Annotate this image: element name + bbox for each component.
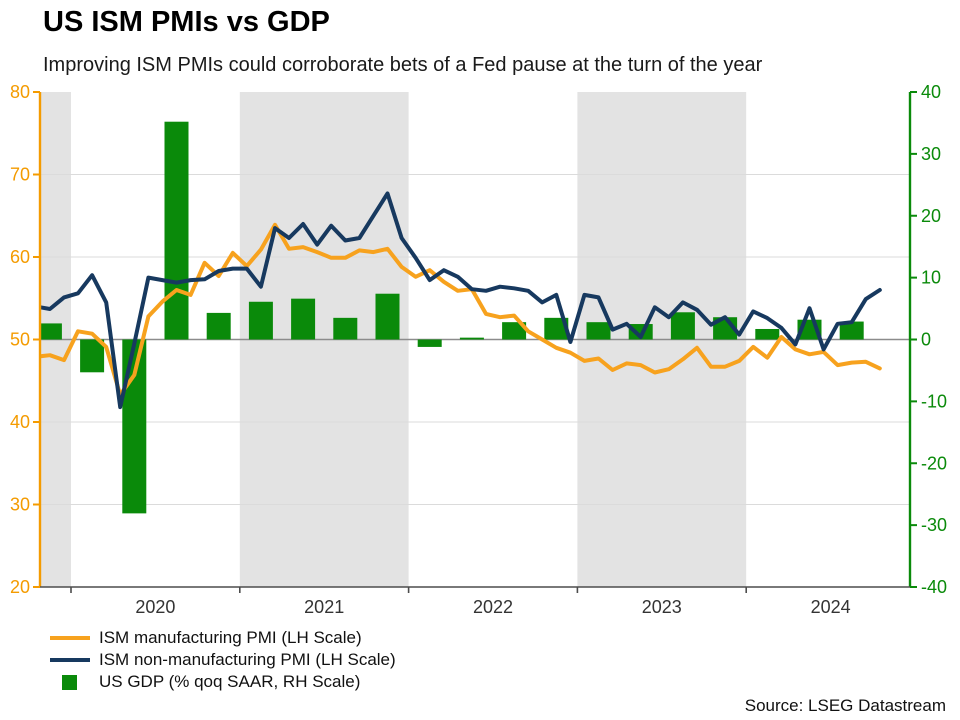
right-axis-tick-label: 0	[921, 330, 931, 350]
gdp-bar	[333, 317, 358, 340]
right-axis-tick-label: -10	[921, 391, 947, 411]
left-axis-tick-label: 80	[10, 82, 30, 102]
gdp-bar	[206, 312, 231, 340]
x-axis-year-label: 2020	[135, 597, 175, 617]
non-manufacturing-pmi-line	[40, 191, 882, 410]
gdp-bar	[670, 312, 695, 340]
chart-subtitle: Improving ISM PMIs could corroborate bet…	[43, 54, 763, 76]
right-axis-tick-label: 10	[921, 268, 941, 288]
gdp-bar	[248, 301, 273, 340]
x-axis-year-label: 2022	[473, 597, 513, 617]
legend-item-manufacturing: ISM manufacturing PMI (LH Scale)	[50, 627, 396, 649]
gdp-bar	[164, 121, 189, 340]
chart-legend: ISM manufacturing PMI (LH Scale) ISM non…	[50, 627, 396, 693]
x-axis-year-label: 2024	[811, 597, 851, 617]
gdp-bar	[80, 339, 105, 373]
left-axis-tick-label: 30	[10, 495, 30, 515]
gdp-bar	[459, 337, 484, 340]
left-axis-tick-label: 50	[10, 330, 30, 350]
gdp-bar	[375, 293, 400, 340]
non-manufacturing-line-swatch	[50, 658, 90, 662]
source-note: Source: LSEG Datastream	[744, 696, 946, 715]
right-axis-tick-label: -20	[921, 453, 947, 473]
right-axis-tick-label: -30	[921, 515, 947, 535]
legend-item-non-manufacturing: ISM non-manufacturing PMI (LH Scale)	[50, 649, 396, 671]
right-axis-tick-label: 30	[921, 144, 941, 164]
left-axis-tick-label: 70	[10, 165, 30, 185]
gdp-bar-swatch	[62, 674, 77, 690]
right-axis-tick-label: 20	[921, 206, 941, 226]
right-axis-tick-label: 40	[921, 82, 941, 102]
gdp-bar	[544, 317, 569, 340]
gdp-bar	[586, 322, 611, 340]
legend-label: ISM non-manufacturing PMI (LH Scale)	[99, 650, 396, 669]
gdp-bar	[755, 328, 780, 340]
right-axis-tick-label: -40	[921, 577, 947, 597]
left-axis-tick-label: 60	[10, 247, 30, 267]
gdp-bar	[839, 321, 864, 340]
left-axis-tick-label: 20	[10, 577, 30, 597]
gdp-bar	[291, 298, 316, 340]
x-axis-year-label: 2023	[642, 597, 682, 617]
legend-label: US GDP (% qoq SAAR, RH Scale)	[99, 672, 361, 691]
legend-item-gdp: US GDP (% qoq SAAR, RH Scale)	[50, 671, 396, 693]
x-axis-year-label: 2021	[304, 597, 344, 617]
gdp-bar	[417, 339, 442, 347]
gdp-bar	[122, 339, 147, 514]
manufacturing-pmi-line	[40, 222, 882, 397]
manufacturing-line-swatch	[50, 636, 90, 640]
left-axis-tick-label: 40	[10, 412, 30, 432]
chart-title: US ISM PMIs vs GDP	[43, 6, 330, 38]
legend-label: ISM manufacturing PMI (LH Scale)	[99, 628, 362, 647]
gdp-bar	[502, 322, 527, 340]
gdp-bar	[40, 323, 62, 340]
